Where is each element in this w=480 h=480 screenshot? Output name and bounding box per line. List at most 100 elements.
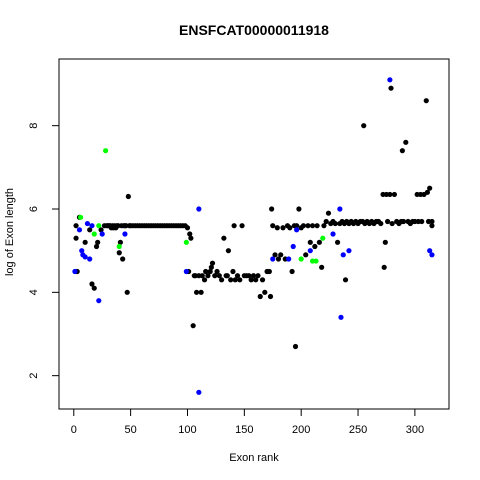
data-point-black bbox=[212, 273, 218, 279]
data-point-blue bbox=[82, 254, 88, 260]
data-point-blue bbox=[286, 256, 292, 262]
data-point-black bbox=[255, 273, 261, 279]
data-point-black bbox=[205, 273, 211, 279]
data-point-black bbox=[323, 218, 329, 225]
chart-title: ENSFCAT00000011918 bbox=[179, 22, 329, 38]
y-tick-label: 8 bbox=[28, 123, 40, 129]
data-point-blue bbox=[76, 227, 83, 233]
data-point-black bbox=[117, 239, 123, 245]
data-point-blue bbox=[294, 227, 300, 233]
data-point-black bbox=[73, 223, 79, 229]
data-point-black bbox=[250, 273, 257, 279]
data-point-black bbox=[214, 268, 220, 275]
data-point-green bbox=[91, 231, 97, 237]
data-point-green bbox=[78, 214, 84, 220]
data-point-black bbox=[124, 289, 130, 295]
data-point-green bbox=[183, 239, 189, 245]
x-tick-label: 100 bbox=[178, 424, 196, 436]
data-point-black bbox=[267, 293, 274, 300]
data-point-black bbox=[270, 223, 276, 229]
data-point-green bbox=[313, 258, 319, 264]
data-point-black bbox=[319, 264, 325, 270]
data-point-black bbox=[203, 268, 209, 275]
data-point-black bbox=[248, 277, 254, 283]
data-point-black bbox=[309, 223, 316, 229]
data-point-blue bbox=[89, 223, 95, 229]
data-point-black bbox=[87, 227, 93, 233]
data-point-black bbox=[207, 268, 213, 275]
data-point-blue bbox=[387, 77, 393, 83]
data-point-blue bbox=[183, 268, 189, 275]
data-point-black bbox=[218, 277, 225, 283]
data-point-black bbox=[278, 252, 284, 258]
data-point-green bbox=[116, 243, 122, 250]
y-tick-label: 2 bbox=[28, 373, 40, 379]
data-point-black bbox=[387, 191, 393, 198]
data-point-blue bbox=[84, 220, 91, 227]
data-point-black bbox=[403, 139, 409, 145]
data-point-green bbox=[96, 223, 102, 229]
data-point-blue bbox=[196, 389, 202, 395]
data-point-black bbox=[98, 227, 104, 233]
data-point-black bbox=[280, 225, 286, 231]
data-point-black bbox=[259, 277, 266, 283]
data-point-black bbox=[314, 223, 320, 229]
data-point-black bbox=[342, 277, 349, 283]
data-point-black bbox=[316, 239, 322, 245]
data-point-blue bbox=[196, 206, 202, 212]
data-point-black bbox=[385, 218, 391, 225]
data-point-black bbox=[237, 277, 243, 283]
data-point-black bbox=[201, 277, 208, 283]
data-point-black bbox=[190, 323, 196, 329]
data-point-black bbox=[300, 223, 307, 229]
data-point-blue bbox=[72, 268, 78, 275]
x-tick-label: 150 bbox=[235, 424, 253, 436]
data-point-black bbox=[266, 268, 272, 275]
data-point-black bbox=[388, 85, 394, 91]
data-point-black bbox=[361, 123, 367, 129]
data-point-blue bbox=[307, 248, 313, 254]
data-point-blue bbox=[429, 252, 435, 258]
data-point-black bbox=[262, 289, 268, 295]
data-point-black bbox=[334, 239, 341, 245]
x-tick-label: 250 bbox=[349, 424, 367, 436]
data-point-black bbox=[419, 218, 425, 225]
data-point-black bbox=[199, 273, 205, 279]
data-point-blue bbox=[270, 256, 276, 262]
y-tick-label: 4 bbox=[28, 289, 40, 295]
data-point-black bbox=[272, 252, 278, 258]
data-point-black bbox=[321, 223, 327, 229]
x-tick-label: 0 bbox=[71, 424, 77, 436]
x-tick-label: 200 bbox=[292, 424, 310, 436]
x-axis-title: Exon rank bbox=[229, 452, 279, 464]
data-point-black bbox=[91, 285, 97, 291]
data-point-black bbox=[225, 248, 232, 254]
data-point-blue bbox=[346, 248, 352, 254]
data-point-black bbox=[303, 252, 309, 258]
data-point-black bbox=[221, 235, 227, 241]
data-point-black bbox=[269, 206, 275, 212]
data-point-black bbox=[234, 273, 241, 279]
y-axis-title: log of Exon length bbox=[4, 188, 16, 276]
data-point-green bbox=[298, 256, 304, 262]
data-point-black bbox=[246, 273, 252, 279]
data-point-black bbox=[239, 223, 245, 229]
data-point-blue bbox=[122, 231, 128, 237]
data-point-black bbox=[381, 264, 387, 270]
data-point-black bbox=[89, 281, 95, 287]
data-point-blue bbox=[427, 248, 433, 254]
data-point-black bbox=[187, 231, 193, 237]
data-point-blue bbox=[99, 231, 105, 237]
data-point-blue bbox=[337, 206, 343, 212]
x-axis: 0 50 100 150 200 250 300 bbox=[71, 408, 424, 436]
data-point-black bbox=[93, 243, 100, 250]
data-point-black bbox=[73, 235, 79, 241]
data-point-black bbox=[399, 148, 405, 154]
y-tick-label: 6 bbox=[28, 206, 40, 212]
data-point-black bbox=[231, 223, 237, 229]
data-point-black bbox=[184, 225, 191, 231]
y-axis: 2 4 6 8 bbox=[28, 123, 60, 379]
data-point-black bbox=[95, 239, 101, 245]
